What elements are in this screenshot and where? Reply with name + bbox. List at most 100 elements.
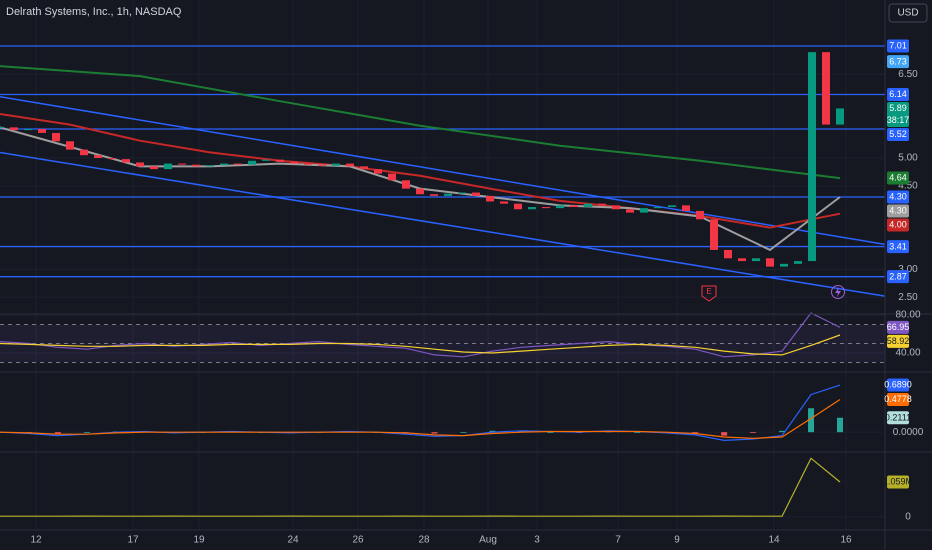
- candle-body: [752, 258, 760, 262]
- price-badge: [887, 190, 909, 204]
- chart-title: Delrath Systems, Inc., 1h, NASDAQ: [6, 6, 182, 18]
- candle-body: [304, 163, 312, 165]
- candle-body: [486, 195, 494, 202]
- x-tick-label: 14: [768, 535, 780, 546]
- y-tick-label: 0.0000: [893, 427, 924, 438]
- event-label[interactable]: E: [706, 287, 711, 296]
- price-badge-label: 0.6890: [884, 380, 912, 390]
- y-tick-label: 5.00: [898, 153, 918, 164]
- plot-area: [0, 45, 886, 517]
- candle-body: [416, 188, 424, 195]
- histogram-bar: [837, 417, 843, 433]
- histogram-bar: [431, 432, 438, 434]
- currency-box[interactable]: [888, 3, 928, 23]
- price-badge-label: 2.87: [889, 271, 907, 281]
- histogram-bar: [721, 432, 728, 436]
- candle-body: [402, 180, 410, 189]
- series-line: [0, 312, 841, 358]
- histogram-bar: [634, 432, 641, 433]
- candle-body: [24, 129, 32, 131]
- y-tick-label: 6.50: [898, 69, 918, 80]
- candle-body: [80, 149, 88, 156]
- price-badge: [887, 320, 909, 334]
- candle-body: [0, 126, 4, 128]
- price-badge: [887, 240, 909, 254]
- price-badge: [887, 475, 909, 489]
- candle-body: [430, 194, 438, 196]
- histogram-bar: [808, 408, 815, 433]
- y-tick-label: 0: [905, 511, 911, 522]
- price-badge-label: 7.01: [889, 41, 907, 51]
- histogram-bar: [547, 432, 554, 433]
- candle-body: [556, 205, 564, 209]
- price-badge: [887, 87, 909, 101]
- split-icon[interactable]: [835, 287, 841, 297]
- candle-body: [822, 52, 830, 125]
- candle-body: [626, 209, 634, 213]
- candle-body: [10, 127, 18, 131]
- candle-body: [528, 207, 536, 210]
- countdown: 38:17: [887, 115, 910, 125]
- y-tick-label: 80.00: [895, 310, 920, 321]
- candle-body: [836, 108, 844, 125]
- candle-body: [206, 165, 214, 167]
- candle-body: [808, 52, 816, 262]
- price-badge-label: 4.00: [889, 220, 907, 230]
- price-badge: [887, 393, 909, 407]
- split-icon[interactable]: [831, 285, 845, 299]
- histogram-bar: [460, 432, 467, 433]
- histogram-bar: [692, 432, 699, 434]
- trend-line: [0, 151, 886, 297]
- candle-body: [178, 163, 186, 165]
- x-tick-label: 19: [193, 535, 205, 546]
- histogram-bar: [54, 432, 61, 434]
- currency[interactable]: USD: [897, 8, 918, 19]
- candle-body: [514, 203, 522, 210]
- x-tick-label: Aug: [479, 535, 497, 546]
- candle-body: [360, 166, 368, 170]
- x-tick-label: 26: [352, 535, 364, 546]
- price-badge-label: 6.14: [889, 89, 907, 99]
- candle-body: [52, 132, 60, 142]
- candle-body: [598, 203, 606, 206]
- candle-body: [724, 249, 732, 259]
- trend-line: [0, 95, 886, 246]
- candle-body: [38, 129, 46, 133]
- candle-body: [374, 169, 382, 174]
- candle-body: [710, 219, 718, 250]
- candle-body: [276, 159, 284, 162]
- event-icon[interactable]: [701, 285, 717, 302]
- candle-body: [192, 164, 200, 167]
- candle-body: [234, 163, 242, 165]
- y-tick-label: 4.50: [898, 180, 918, 191]
- candle-body: [570, 205, 578, 208]
- x-tick-label: 16: [840, 535, 852, 546]
- candle-body: [696, 210, 704, 220]
- candle-body: [500, 201, 508, 204]
- y-tick-label: 40.00: [895, 348, 920, 359]
- candle-body: [66, 141, 74, 150]
- price-badge: [887, 101, 909, 127]
- series-line: [0, 384, 841, 442]
- candle-body: [164, 163, 172, 170]
- histogram-bar: [489, 430, 496, 433]
- y-tick-label: 2.50: [898, 292, 918, 303]
- candle-body: [318, 164, 326, 166]
- candle-body: [346, 163, 354, 167]
- price-badge: [887, 39, 909, 53]
- x-tick-label: 17: [127, 535, 139, 546]
- candle-body: [738, 258, 746, 262]
- price-badge-label: 0.2111: [885, 412, 911, 422]
- candle-body: [472, 192, 480, 196]
- candle-body: [388, 173, 396, 181]
- price-badge-label: 5.89: [889, 103, 907, 113]
- series-line: [0, 457, 841, 517]
- candle-body: [682, 205, 690, 211]
- price-badge-label: 58.92: [887, 336, 910, 346]
- histogram-bar: [518, 430, 525, 433]
- candle-body: [542, 207, 550, 209]
- x-tick-label: 24: [287, 535, 299, 546]
- price-badge-label: 6.73: [889, 56, 907, 66]
- price-badge: [887, 378, 909, 392]
